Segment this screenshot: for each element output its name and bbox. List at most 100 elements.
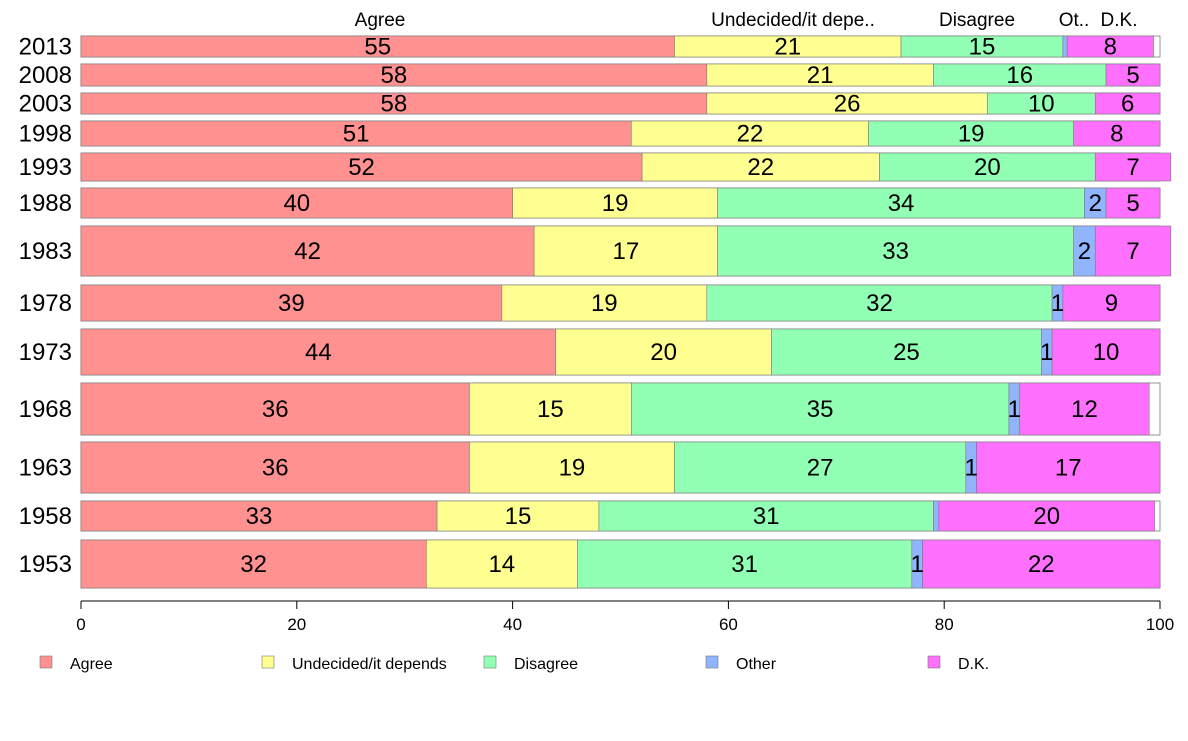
data-label-other-1953: 1: [911, 551, 924, 578]
data-label-d-k--2013: 8: [1104, 34, 1117, 61]
x-tick-label-60: 60: [719, 615, 738, 634]
data-label-agree-1988: 40: [283, 190, 310, 217]
year-label-1978: 1978: [19, 290, 72, 317]
data-label-other-1978: 1: [1051, 290, 1064, 317]
bar-segment-d-k--1963: [976, 441, 1161, 494]
bar-segment-undecided-it-depends-1968: [469, 382, 632, 436]
data-label-disagree-2013: 15: [969, 34, 996, 61]
bar-segment-agree-1953: [80, 539, 427, 589]
data-label-agree-1963: 36: [262, 455, 289, 482]
x-tick-label-0: 0: [76, 615, 85, 634]
top-label-2: Disagree: [939, 10, 1015, 31]
data-label-d-k--1968: 12: [1071, 396, 1098, 423]
data-label-undecided-it-depends-1953: 14: [488, 551, 515, 578]
data-label-agree-1973: 44: [305, 339, 332, 366]
year-label-1953: 1953: [19, 551, 72, 578]
data-label-agree-1978: 39: [278, 290, 305, 317]
top-label-1: Undecided/it depe..: [711, 10, 875, 31]
bar-segment-d-k--2013: [1066, 35, 1154, 58]
bar-segment-d-k--1968: [1019, 382, 1150, 436]
legend-swatch-agree: [39, 655, 53, 669]
bar-segment-disagree-1983: [717, 225, 1074, 277]
data-label-d-k--1963: 17: [1055, 455, 1082, 482]
bar-segment-d-k--2008: [1105, 63, 1161, 87]
x-tick-label-20: 20: [287, 615, 306, 634]
top-label-4: D.K.: [1101, 10, 1138, 31]
data-label-agree-2003: 58: [381, 91, 408, 118]
data-label-disagree-1968: 35: [807, 396, 834, 423]
bar-segment-disagree-1993: [879, 152, 1096, 182]
bar-segment-other-2013: [1062, 35, 1068, 58]
bar-segment-agree-1993: [80, 152, 643, 182]
data-label-disagree-1978: 32: [866, 290, 893, 317]
legend-swatch-undecided-it-depends: [261, 655, 275, 669]
data-label-undecided-it-depends-1958: 15: [505, 503, 532, 530]
data-label-d-k--1953: 22: [1028, 551, 1055, 578]
data-label-agree-1958: 33: [246, 503, 273, 530]
data-label-agree-1993: 52: [348, 154, 375, 181]
data-label-agree-1998: 51: [343, 121, 370, 148]
legend-label-d-k-: D.K.: [958, 656, 989, 673]
data-label-other-1983: 2: [1078, 238, 1091, 265]
bar-segment-disagree-1973: [771, 328, 1042, 376]
data-label-disagree-1958: 31: [753, 503, 780, 530]
data-label-undecided-it-depends-1988: 19: [602, 190, 629, 217]
data-label-other-1963: 1: [964, 455, 977, 482]
year-label-2003: 2003: [19, 91, 72, 118]
bar-segment-d-k--1983: [1094, 225, 1172, 277]
legend-swatch-other: [705, 655, 719, 669]
legend-swatch-d-k-: [927, 655, 941, 669]
data-label-disagree-1998: 19: [958, 121, 985, 148]
data-label-agree-1983: 42: [294, 238, 321, 265]
data-label-disagree-2008: 16: [1006, 62, 1033, 89]
bar-segment-d-k--1988: [1105, 187, 1161, 219]
bar-segment-undecided-it-depends-1993: [641, 152, 880, 182]
data-label-disagree-1993: 20: [974, 154, 1001, 181]
data-label-undecided-it-depends-1968: 15: [537, 396, 564, 423]
bar-segment-disagree-1963: [674, 441, 967, 494]
bar-segment-d-k--1993: [1094, 152, 1172, 182]
data-label-disagree-1953: 31: [731, 551, 758, 578]
bar-segment-undecided-it-depends-1988: [512, 187, 718, 219]
data-label-disagree-1983: 33: [882, 238, 909, 265]
data-label-undecided-it-depends-1998: 22: [737, 121, 764, 148]
year-label-1968: 1968: [19, 396, 72, 423]
bar-segment-agree-1983: [80, 225, 535, 277]
data-label-d-k--1983: 7: [1126, 238, 1139, 265]
bar-segment-undecided-it-depends-1953: [425, 539, 578, 589]
data-label-undecided-it-depends-1993: 22: [747, 154, 774, 181]
bar-segment-agree-1968: [80, 382, 470, 436]
year-label-2013: 2013: [19, 34, 72, 61]
data-label-undecided-it-depends-1973: 20: [650, 339, 677, 366]
data-label-d-k--2008: 5: [1126, 62, 1139, 89]
bar-segment-disagree-1988: [717, 187, 1085, 219]
bar-segment-undecided-it-depends-1983: [533, 225, 718, 277]
year-label-1993: 1993: [19, 154, 72, 181]
bar-segment-undecided-it-depends-1998: [630, 120, 869, 147]
top-label-3: Ot..: [1059, 10, 1090, 31]
legend-label-undecided-it-depends: Undecided/it depends: [292, 656, 447, 673]
x-tick-label-80: 80: [935, 615, 954, 634]
data-label-d-k--1978: 9: [1105, 290, 1118, 317]
bar-segment-disagree-1953: [577, 539, 913, 589]
bar-segment-agree-1973: [80, 328, 557, 376]
bar-segment-other-1958: [933, 500, 940, 532]
data-label-other-1988: 2: [1089, 190, 1102, 217]
year-label-1983: 1983: [19, 238, 72, 265]
year-label-1958: 1958: [19, 503, 72, 530]
legend-label-other: Other: [736, 656, 777, 673]
data-label-d-k--1998: 8: [1110, 121, 1123, 148]
data-label-disagree-1973: 25: [893, 339, 920, 366]
year-label-1998: 1998: [19, 121, 72, 148]
data-label-agree-1968: 36: [262, 396, 289, 423]
bar-segment-undecided-it-depends-1958: [436, 500, 600, 532]
legend-label-disagree: Disagree: [514, 656, 578, 673]
data-label-agree-2013: 55: [364, 34, 391, 61]
data-label-undecided-it-depends-1978: 19: [591, 290, 618, 317]
data-label-disagree-1963: 27: [807, 455, 834, 482]
year-label-2008: 2008: [19, 62, 72, 89]
bar-segment-undecided-it-depends-1973: [555, 328, 772, 376]
x-tick-label-40: 40: [503, 615, 522, 634]
